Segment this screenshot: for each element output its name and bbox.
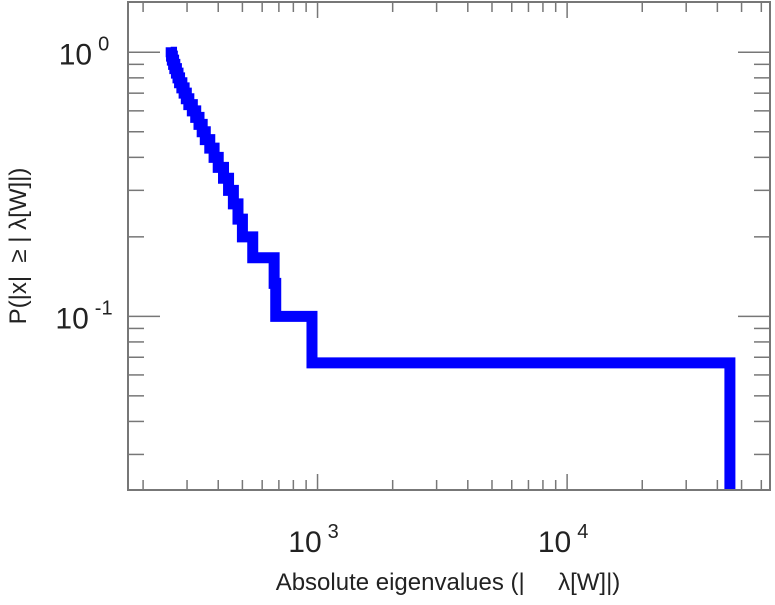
data-point <box>306 357 317 368</box>
data-point <box>232 214 243 225</box>
data-point <box>204 143 215 154</box>
data-point <box>209 152 220 163</box>
plot-frame <box>127 1 771 491</box>
data-point <box>181 93 192 104</box>
data-point <box>724 437 735 448</box>
y-axis-label: P(|x| ≥ | λ[W]|) <box>5 168 32 325</box>
data-point <box>247 252 258 263</box>
data-point <box>187 105 198 116</box>
data-point <box>223 185 234 196</box>
data-point <box>228 198 239 209</box>
data-point <box>269 278 280 289</box>
data-point <box>197 126 208 137</box>
x-axis-label: Absolute eigenvalues (| λ[W]|) <box>276 569 621 596</box>
data-point <box>176 82 187 93</box>
data-point <box>194 119 205 130</box>
x-tick-label: 10 3 <box>288 521 339 559</box>
plot-marks <box>165 46 736 490</box>
ccdf-step-line <box>166 46 736 490</box>
data-point <box>174 77 185 88</box>
data-point <box>200 134 211 145</box>
x-tick-label: 10 4 <box>538 521 589 559</box>
data-point <box>218 173 229 184</box>
y-tick-label: 10 0 <box>59 33 110 71</box>
data-point <box>270 311 281 322</box>
data-point <box>190 112 201 123</box>
axes: 10 3 10 4 10 0 10 -1 <box>55 2 770 559</box>
y-tick-label: 10 -1 <box>55 297 112 335</box>
data-point <box>179 88 190 99</box>
data-point <box>213 162 224 173</box>
data-point <box>183 99 194 110</box>
data-point <box>237 231 248 242</box>
